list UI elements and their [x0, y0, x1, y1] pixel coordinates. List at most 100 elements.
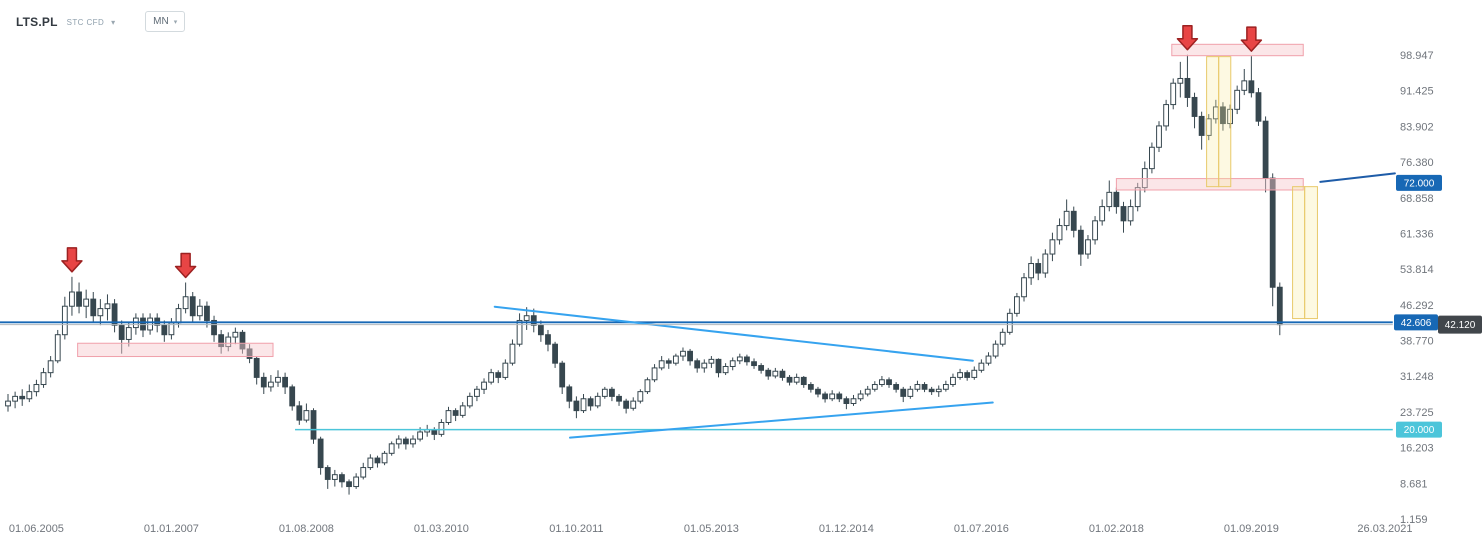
candle — [395, 438, 402, 445]
candle — [1120, 206, 1127, 222]
candle — [1241, 80, 1248, 91]
candle — [260, 376, 267, 388]
time-axis-label: 01.12.2014 — [819, 523, 874, 535]
candle — [665, 360, 672, 364]
down-arrow-icon[interactable] — [1176, 24, 1199, 51]
candle — [1127, 206, 1134, 222]
candle — [530, 315, 537, 326]
candle — [822, 393, 828, 400]
candle — [1049, 239, 1056, 255]
candle — [1156, 125, 1162, 148]
resistance-zone-99[interactable] — [1171, 43, 1304, 57]
down-arrow-icon[interactable] — [174, 252, 197, 279]
candle — [545, 334, 551, 345]
down-arrow-icon[interactable] — [61, 247, 83, 273]
candle — [594, 395, 601, 407]
symbol-label[interactable]: LTS.PL — [16, 14, 58, 29]
candle — [445, 410, 452, 423]
price-axis-label: 68.858 — [1400, 193, 1434, 205]
candle — [879, 379, 885, 386]
candle — [630, 400, 637, 409]
time-axis-label: 01.07.2016 — [954, 523, 1009, 535]
candle — [402, 438, 409, 445]
candle — [559, 362, 566, 388]
candle — [793, 376, 800, 383]
measure-box[interactable] — [1292, 186, 1306, 320]
candle — [623, 400, 630, 409]
price-level-badge[interactable] — [1396, 174, 1442, 191]
candle — [694, 360, 701, 369]
candle — [552, 343, 558, 364]
time-axis-label: 26.03.2021 — [1357, 523, 1412, 535]
down-arrow-icon[interactable] — [1240, 26, 1263, 52]
candle — [1220, 106, 1226, 125]
symbol-dropdown-caret-icon[interactable]: ▾ — [111, 17, 116, 27]
resistance-zone-72[interactable] — [1115, 178, 1304, 191]
candle — [19, 395, 26, 400]
candle — [26, 391, 33, 400]
candle — [758, 365, 765, 371]
candle — [509, 343, 516, 364]
trendline-lower-ascending[interactable] — [569, 401, 994, 439]
time-axis-label: 01.02.2018 — [1089, 523, 1144, 535]
candle — [175, 308, 182, 324]
candle — [843, 398, 850, 405]
candle — [5, 400, 11, 407]
price-axis-label: 31.248 — [1400, 371, 1434, 383]
timeframe-selector[interactable]: MN ▾ — [145, 11, 186, 32]
price-line-badge-label: 20.000 — [1404, 425, 1435, 436]
candle — [886, 379, 892, 386]
candle — [687, 350, 693, 362]
candle — [751, 361, 757, 367]
candle — [935, 388, 942, 393]
candle — [900, 388, 907, 397]
candle — [729, 360, 736, 367]
price-axis-label: 61.336 — [1400, 228, 1434, 240]
price-axis-label: 8.681 — [1400, 478, 1428, 490]
price-line-badge[interactable] — [1394, 314, 1438, 331]
candle — [1077, 229, 1084, 255]
candle — [928, 388, 935, 393]
candle — [12, 395, 19, 402]
candle — [1035, 263, 1042, 274]
price-axis-label: 83.902 — [1400, 121, 1434, 133]
candle — [999, 331, 1006, 345]
candle — [147, 317, 153, 331]
candle — [701, 362, 708, 369]
current-price-badge[interactable] — [1438, 315, 1482, 334]
candle — [609, 388, 615, 397]
candle — [417, 431, 423, 440]
candle — [1269, 177, 1276, 288]
candle — [1070, 210, 1077, 231]
price-line-badge[interactable] — [1396, 421, 1442, 438]
candle — [942, 384, 949, 390]
measure-box[interactable] — [1304, 186, 1318, 320]
measure-box[interactable] — [1206, 56, 1220, 188]
candle — [736, 356, 743, 362]
candle — [381, 452, 388, 464]
candle — [104, 303, 111, 310]
candle — [992, 343, 999, 357]
candle — [744, 356, 750, 363]
candle — [83, 298, 90, 307]
candle — [111, 303, 118, 326]
candle — [346, 481, 352, 488]
candle — [1106, 191, 1113, 208]
measure-box[interactable] — [1218, 56, 1232, 188]
candle — [914, 384, 921, 390]
candle — [1113, 191, 1120, 208]
candle — [708, 358, 715, 364]
candle — [815, 388, 821, 395]
support-zone-2006-2008[interactable] — [77, 342, 274, 358]
candle — [1170, 82, 1177, 106]
candle — [97, 308, 104, 317]
trendline-upper-descending[interactable] — [493, 305, 974, 362]
candle — [786, 376, 793, 383]
trendline-short-right[interactable] — [1319, 172, 1396, 183]
candle — [907, 388, 914, 397]
price-axis-label: 46.292 — [1400, 300, 1434, 312]
candle — [140, 317, 146, 331]
candle — [971, 369, 978, 378]
candle — [829, 393, 836, 400]
